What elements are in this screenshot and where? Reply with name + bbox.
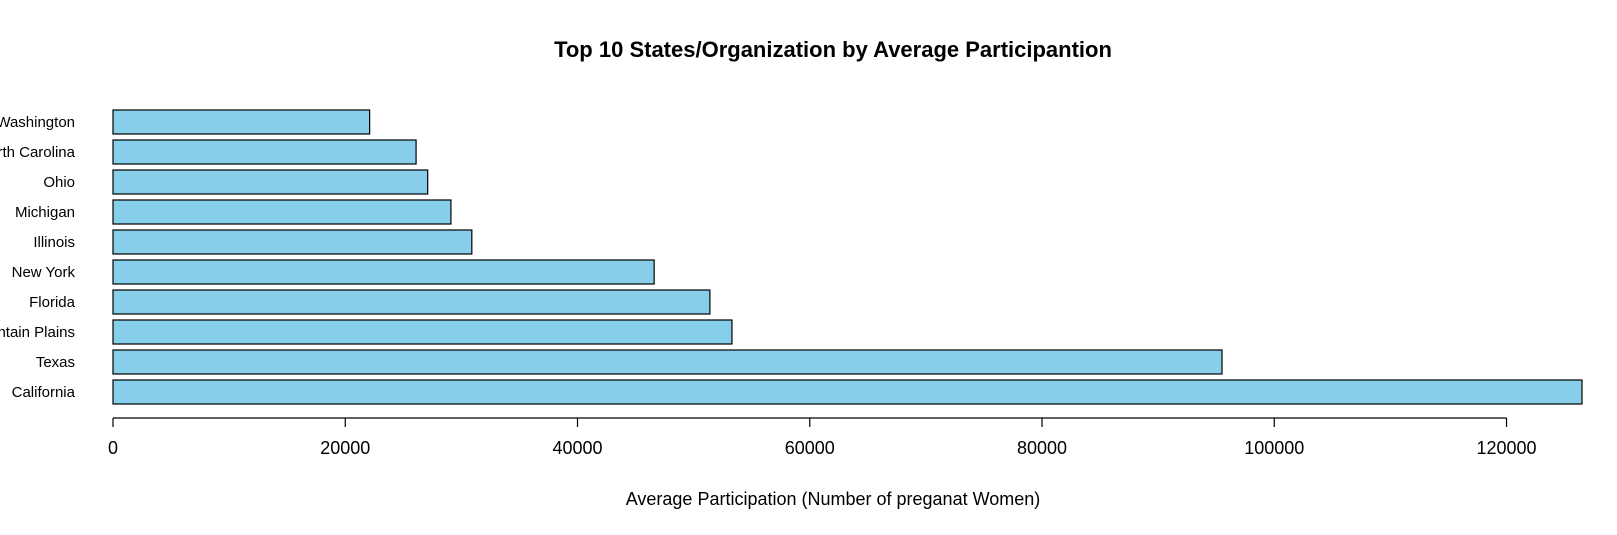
chart-title: Top 10 States/Organization by Average Pa…: [554, 37, 1112, 62]
bar-california: [112, 379, 1583, 405]
x-tick-label: 20000: [320, 438, 370, 458]
category-labels-group: California Texas Mountain Plains Florida New…: [0, 114, 76, 401]
bar-florida: [112, 289, 711, 315]
bar-illinois: [112, 229, 473, 255]
bar-washington: [112, 109, 371, 135]
category-label: Washington: [0, 114, 75, 131]
bar-new-york: [112, 259, 655, 285]
category-label: Michigan: [15, 204, 75, 221]
x-tick-label: 40000: [552, 438, 602, 458]
bar-north-carolina: [112, 139, 417, 165]
x-tick-label: 100000: [1244, 438, 1304, 458]
category-label: Florida: [29, 294, 76, 311]
x-tick-label: 80000: [1017, 438, 1067, 458]
category-label: Mountain Plains: [0, 324, 75, 341]
category-label: California: [12, 384, 76, 401]
category-label: Ohio: [43, 174, 75, 191]
bars-group: [112, 109, 1583, 405]
x-tick-label: 60000: [785, 438, 835, 458]
x-tick-label: 0: [108, 438, 118, 458]
x-axis-label: Average Participation (Number of pregana…: [626, 489, 1041, 509]
x-axis: 0 20000 40000 60000 80000 100000 120000: [108, 417, 1537, 458]
bar-michigan: [112, 199, 452, 225]
category-label: North Carolina: [0, 144, 76, 161]
bar-texas: [112, 349, 1223, 375]
bar-ohio: [112, 169, 429, 195]
bar-mountain-plains: [112, 319, 733, 345]
x-tick-label: 120000: [1476, 438, 1536, 458]
category-label: Illinois: [33, 234, 75, 251]
category-label: Texas: [36, 354, 75, 371]
category-label: New York: [12, 264, 76, 281]
